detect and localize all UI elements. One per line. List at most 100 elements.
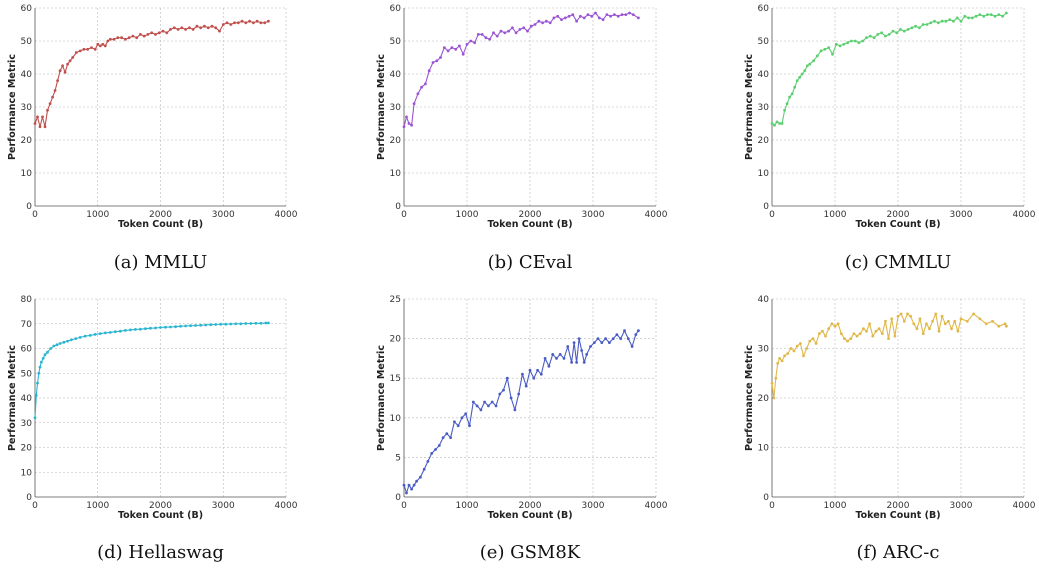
data-point <box>893 334 897 338</box>
data-point <box>937 329 941 333</box>
data-point <box>619 337 623 340</box>
data-point <box>899 28 902 31</box>
data-point <box>154 33 157 36</box>
x-tick-label: 4000 <box>645 210 668 220</box>
y-tick-label: 40 <box>21 70 33 80</box>
data-point <box>800 72 804 76</box>
data-point <box>450 46 454 49</box>
data-point <box>434 448 437 451</box>
data-point <box>925 322 928 326</box>
data-point <box>910 26 914 30</box>
data-point <box>106 39 110 43</box>
chart-panel-3: 0 1000 2000 3000 4000 0 10 20 30 40 50 60 Token Coun… <box>744 4 1036 273</box>
data-point <box>83 334 87 338</box>
data-point <box>582 16 586 20</box>
data-point <box>850 39 853 43</box>
y-tick-label: 20 <box>390 136 402 146</box>
data-point <box>244 322 248 325</box>
data-point <box>1003 322 1007 326</box>
x-tick-label: 1000 <box>456 210 479 220</box>
data-point <box>236 21 240 25</box>
series-line <box>34 20 269 128</box>
data-point <box>798 75 802 79</box>
data-point <box>267 19 270 23</box>
data-point <box>582 361 586 364</box>
data-point <box>456 424 460 428</box>
x-tick-label: 0 <box>401 501 407 511</box>
data-point <box>112 37 116 41</box>
data-point <box>594 11 597 15</box>
data-point <box>776 362 780 365</box>
data-point <box>410 123 413 127</box>
data-point <box>865 329 868 333</box>
data-point <box>267 321 270 325</box>
data-point <box>839 332 843 335</box>
chart-panel-6: 0 1000 2000 3000 4000 0 10 20 30 40 Token Count (B… <box>744 295 1036 563</box>
data-point <box>541 21 544 25</box>
y-tick-label: 20 <box>21 136 33 146</box>
data-point <box>78 336 82 339</box>
data-point <box>38 365 42 369</box>
data-point <box>793 85 797 89</box>
data-point <box>249 322 253 325</box>
data-point <box>479 408 483 412</box>
data-point <box>778 357 781 360</box>
data-point <box>488 37 492 41</box>
data-point <box>604 337 607 340</box>
data-point <box>233 21 236 25</box>
data-point <box>453 420 456 424</box>
data-point <box>229 322 233 326</box>
data-point <box>71 56 75 59</box>
data-point <box>539 372 543 376</box>
data-point <box>925 23 929 26</box>
data-point <box>264 321 268 325</box>
y-tick-label: 20 <box>758 394 770 404</box>
y-tick-label: 10 <box>390 414 402 424</box>
data-point <box>146 33 150 36</box>
data-point <box>959 317 963 321</box>
data-point <box>410 487 413 491</box>
data-point <box>206 26 210 30</box>
data-point <box>164 325 167 329</box>
series-line <box>771 12 1007 126</box>
data-point <box>852 332 856 335</box>
data-point <box>589 345 592 348</box>
data-point <box>959 19 963 23</box>
data-point <box>259 21 263 25</box>
y-tick-label: 30 <box>390 103 402 113</box>
y-tick-label: 70 <box>21 320 33 330</box>
data-point <box>634 333 638 336</box>
data-point <box>487 404 490 408</box>
data-point <box>833 324 837 328</box>
data-point <box>585 353 589 356</box>
data-point <box>174 325 178 329</box>
data-point <box>78 49 82 53</box>
y-tick-label: 10 <box>758 444 770 454</box>
data-point <box>48 102 52 106</box>
data-point <box>963 14 967 18</box>
data-point <box>70 338 73 342</box>
chart-panel-1: 0 1000 2000 3000 4000 0 10 20 30 40 50 60 Token Coun… <box>7 4 298 273</box>
chart-panel-4: 0 1000 2000 3000 4000 0 10 20 30 40 50 60 70 80 Token … <box>7 295 298 563</box>
y-tick-label: 30 <box>758 103 770 113</box>
data-point <box>902 319 906 323</box>
data-point <box>210 24 214 28</box>
data-point <box>814 342 818 345</box>
data-point <box>154 326 157 330</box>
data-point <box>861 39 865 43</box>
y-tick-label: 10 <box>758 169 770 179</box>
data-point <box>33 416 37 420</box>
data-point <box>871 334 875 338</box>
data-point <box>412 483 416 487</box>
data-point <box>412 102 416 106</box>
data-point <box>936 21 940 25</box>
data-point <box>225 21 229 25</box>
data-point <box>773 123 776 127</box>
y-tick-label: 60 <box>390 4 402 14</box>
data-point <box>441 436 445 439</box>
data-point <box>993 14 997 18</box>
data-point <box>74 337 78 340</box>
y-tick-label: 60 <box>758 4 770 14</box>
data-point <box>431 61 435 64</box>
